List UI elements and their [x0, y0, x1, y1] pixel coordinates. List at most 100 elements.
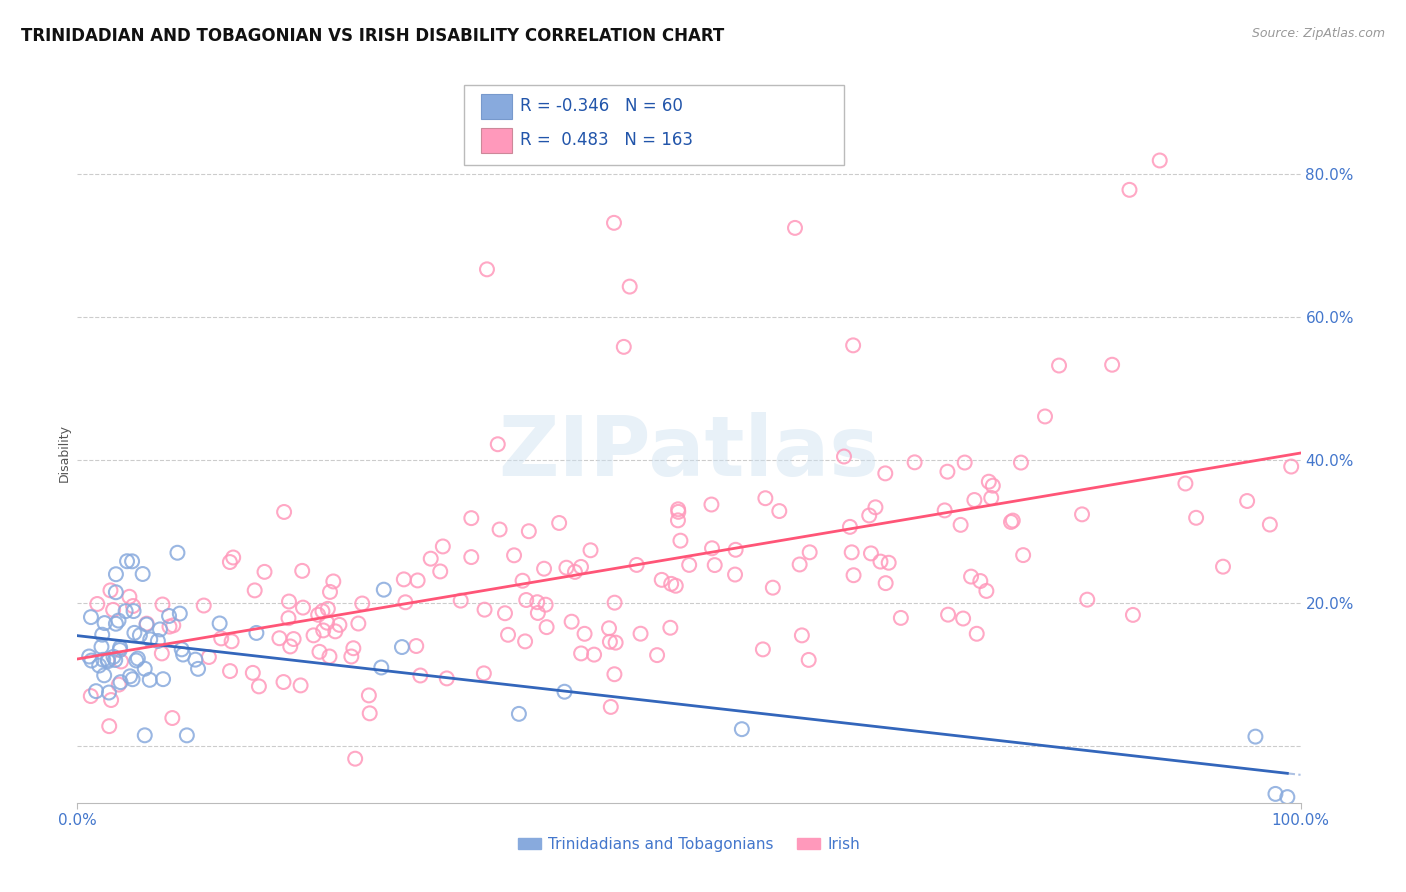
Point — [460, 550, 482, 565]
Point — [1244, 730, 1267, 744]
Point — [134, 728, 156, 742]
Point — [291, 564, 314, 578]
Point — [555, 560, 578, 574]
Point — [86, 597, 108, 611]
Point — [409, 668, 432, 682]
Point — [208, 616, 231, 631]
Point — [139, 632, 162, 647]
Point — [789, 558, 811, 572]
Point — [1101, 358, 1123, 372]
Point — [1000, 515, 1022, 529]
Point — [107, 614, 129, 628]
Point — [904, 455, 927, 469]
Point — [219, 664, 242, 678]
Point — [450, 593, 472, 607]
Point — [110, 675, 132, 690]
Text: R = -0.346   N = 60: R = -0.346 N = 60 — [520, 97, 683, 115]
Point — [157, 609, 180, 624]
Point — [603, 216, 626, 230]
Point — [80, 610, 103, 624]
Point — [1174, 476, 1197, 491]
Point — [243, 583, 266, 598]
Point — [198, 650, 221, 665]
Point — [875, 467, 897, 481]
Point — [103, 649, 125, 664]
Point — [659, 577, 682, 591]
Point — [107, 677, 129, 691]
Point — [394, 595, 416, 609]
Point — [859, 546, 882, 560]
Point — [166, 546, 188, 560]
Point — [253, 565, 276, 579]
Point — [193, 599, 215, 613]
Text: ZIPatlas: ZIPatlas — [499, 412, 879, 493]
Point — [869, 555, 891, 569]
Point — [619, 279, 641, 293]
Point — [626, 558, 648, 572]
Point — [1012, 548, 1035, 562]
Point — [121, 672, 143, 686]
Point — [548, 516, 571, 530]
Point — [100, 583, 122, 598]
Point — [561, 615, 583, 629]
Point — [159, 619, 181, 633]
Point — [569, 560, 592, 574]
Point — [1071, 508, 1094, 522]
Point — [1047, 359, 1070, 373]
Point — [342, 641, 364, 656]
Point — [162, 618, 184, 632]
Point — [373, 582, 395, 597]
Point — [405, 639, 427, 653]
Point — [318, 649, 340, 664]
Point — [752, 642, 775, 657]
Point — [131, 567, 153, 582]
Point — [724, 542, 747, 557]
Point — [269, 631, 291, 645]
Point — [319, 585, 342, 599]
Point — [187, 662, 209, 676]
Point — [391, 640, 413, 654]
Point — [118, 669, 141, 683]
Point — [553, 684, 575, 698]
Point — [963, 493, 986, 508]
Point — [122, 604, 145, 618]
Point — [104, 653, 127, 667]
Point — [1258, 517, 1281, 532]
Point — [1076, 592, 1098, 607]
Point — [184, 653, 207, 667]
Point — [419, 551, 441, 566]
Point — [219, 555, 242, 569]
Point — [496, 628, 519, 642]
Point — [949, 517, 972, 532]
Point — [503, 549, 526, 563]
Point — [700, 498, 723, 512]
Point — [832, 450, 855, 464]
Point — [370, 660, 392, 674]
Point — [429, 565, 451, 579]
Point — [110, 655, 132, 669]
Point — [494, 606, 516, 620]
Point — [290, 678, 312, 692]
Point — [1277, 790, 1299, 805]
Point — [536, 620, 558, 634]
Point — [976, 583, 998, 598]
Point — [104, 585, 127, 599]
Point — [486, 437, 509, 451]
Point — [936, 465, 959, 479]
Point — [291, 600, 314, 615]
Point — [666, 513, 689, 527]
Point — [221, 634, 243, 648]
Point — [1185, 510, 1208, 524]
Point — [512, 574, 534, 588]
Point — [472, 666, 495, 681]
Point — [603, 667, 626, 681]
Point — [436, 672, 458, 686]
Point — [150, 647, 173, 661]
Point — [278, 594, 301, 608]
Point — [598, 621, 620, 635]
Point — [703, 558, 725, 573]
Legend: Trinidadians and Tobagonians, Irish: Trinidadians and Tobagonians, Irish — [512, 831, 866, 858]
Point — [936, 607, 959, 622]
Point — [114, 604, 136, 618]
Point — [665, 579, 688, 593]
